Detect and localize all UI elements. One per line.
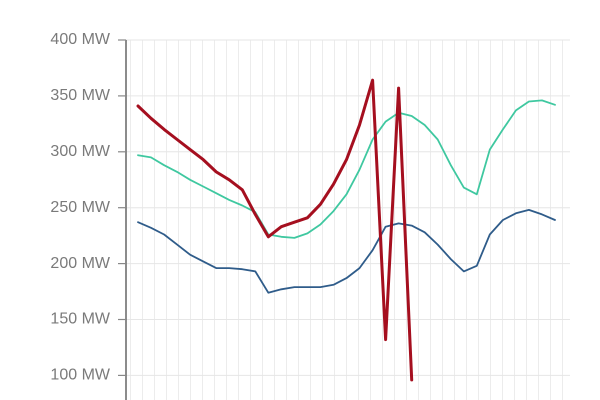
y-tick-label: 100 MW: [50, 367, 110, 384]
y-tick-label: 200 MW: [50, 255, 110, 272]
y-tick-label: 250 MW: [50, 199, 110, 216]
horizontal-grid: [126, 39, 570, 376]
y-tick-label: 300 MW: [50, 143, 110, 160]
plot-lines: [136, 78, 556, 382]
y-tick-label: 400 MW: [50, 31, 110, 48]
series-line: [137, 209, 556, 294]
vertical-grid: [130, 40, 570, 400]
series-line: [136, 78, 414, 382]
y-tick-label: 350 MW: [50, 87, 110, 104]
series-line: [137, 99, 556, 239]
y-axis-labels: 100 MW 150 MW 200 MW 250 MW 300 MW 350 MW 400 …: [50, 31, 126, 384]
y-tick-label: 150 MW: [50, 311, 110, 328]
